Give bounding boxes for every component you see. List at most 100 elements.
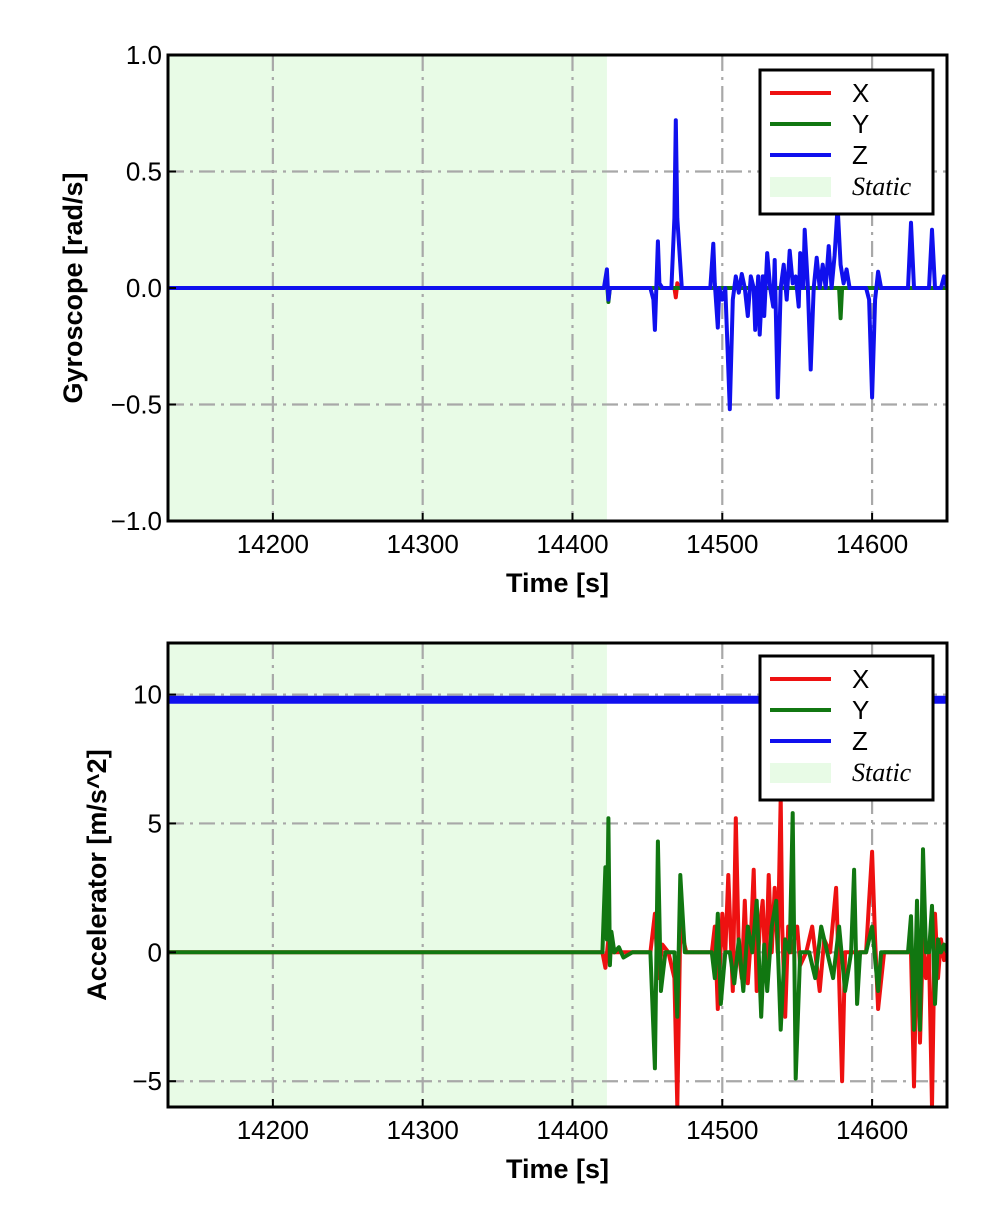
data-point	[746, 314, 750, 318]
chart-panel-2: 14200 14300 14400 14500 14600 −5 0 5 10 Time [s] A…	[82, 641, 949, 1184]
data-point	[861, 950, 865, 954]
data-point	[674, 295, 678, 299]
data-point	[942, 943, 946, 947]
x-tick-label: 14300	[387, 529, 459, 559]
data-point	[812, 286, 816, 290]
data-point	[713, 976, 717, 980]
data-point	[678, 873, 682, 877]
data-point	[855, 286, 859, 290]
data-point	[605, 267, 609, 271]
data-point	[906, 950, 910, 954]
data-point	[909, 914, 913, 918]
data-point	[830, 286, 834, 290]
data-point	[737, 291, 741, 295]
data-point	[749, 274, 753, 278]
data-point	[648, 950, 652, 954]
y-tick-label: 0.0	[126, 273, 162, 303]
data-point	[930, 904, 934, 908]
data-point	[606, 298, 610, 302]
data-point	[876, 989, 880, 993]
data-point	[630, 950, 634, 954]
data-point	[779, 286, 783, 290]
data-point	[900, 950, 904, 954]
data-point	[888, 950, 892, 954]
data-point	[924, 286, 928, 290]
legend-label-z: Z	[852, 140, 868, 170]
data-point	[921, 847, 925, 851]
data-point	[837, 286, 841, 290]
data-point	[849, 950, 853, 954]
data-point	[867, 899, 871, 903]
data-point	[723, 950, 727, 954]
x-tick-label: 14600	[836, 1115, 908, 1145]
data-point	[755, 899, 759, 903]
data-point	[791, 811, 795, 815]
data-point	[656, 839, 660, 843]
data-point	[825, 950, 829, 954]
y-tick-label: 0	[148, 937, 162, 967]
x-tick-label: 14200	[237, 1115, 309, 1145]
data-point	[648, 286, 652, 290]
data-point	[750, 950, 754, 954]
data-point	[759, 1015, 763, 1019]
data-point	[837, 925, 841, 929]
data-point	[845, 267, 849, 271]
data-point	[879, 286, 883, 290]
data-point	[746, 925, 750, 929]
data-point	[813, 950, 817, 954]
data-point	[842, 281, 846, 285]
data-point	[797, 305, 801, 309]
data-point	[780, 925, 784, 929]
data-point	[728, 950, 732, 954]
legend-swatch-static	[770, 763, 831, 783]
data-point	[743, 286, 747, 290]
data-point	[870, 925, 874, 929]
data-point	[674, 118, 678, 122]
data-point	[731, 298, 735, 302]
data-point	[716, 1007, 720, 1011]
data-point	[770, 925, 774, 929]
data-point	[806, 281, 810, 285]
data-point	[645, 950, 649, 954]
data-point	[936, 937, 940, 941]
data-point	[939, 950, 943, 954]
legend-swatch-static	[770, 177, 831, 197]
x-tick-label: 14200	[237, 529, 309, 559]
data-point	[663, 950, 667, 954]
data-point	[915, 899, 919, 903]
legend-label-x: X	[852, 664, 869, 694]
data-point	[609, 930, 613, 934]
data-point	[855, 1002, 859, 1006]
data-point	[924, 976, 928, 980]
data-point	[746, 981, 750, 985]
data-point	[942, 274, 946, 278]
data-point	[876, 1007, 880, 1011]
legend-label-y: Y	[852, 695, 869, 725]
data-point	[603, 966, 607, 970]
data-point	[894, 950, 898, 954]
data-point	[675, 216, 679, 220]
data-point	[824, 286, 828, 290]
data-point	[840, 1079, 844, 1083]
data-point	[864, 950, 868, 954]
data-point	[690, 950, 694, 954]
data-point	[918, 1028, 922, 1032]
data-point	[933, 286, 937, 290]
x-tick-label: 14400	[536, 1115, 608, 1145]
data-point	[933, 912, 937, 916]
data-point	[708, 286, 712, 290]
data-point	[698, 950, 702, 954]
data-point	[752, 286, 756, 290]
data-point	[848, 286, 852, 290]
data-point	[711, 242, 715, 246]
data-point	[669, 950, 673, 954]
data-point	[807, 950, 811, 954]
data-point	[672, 216, 676, 220]
data-point	[756, 274, 760, 278]
data-point	[798, 950, 802, 954]
data-point	[603, 865, 607, 869]
data-point	[605, 937, 609, 941]
